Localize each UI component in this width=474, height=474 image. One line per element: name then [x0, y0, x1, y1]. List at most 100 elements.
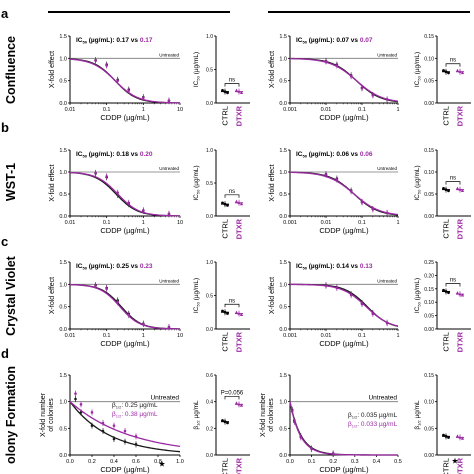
text-part: (µg/mL) [193, 52, 200, 76]
y-tick-label: 1.5 [279, 34, 287, 40]
x-tick-label: 0.01 [65, 107, 76, 113]
x-tick-label: 0.0 [66, 459, 74, 465]
chart-b-right-ic: 0.00 0.05 0.10 0.15 IC50 (µg/mL) CTRL DTXR ns [414, 148, 471, 239]
data-point-dtxr [127, 89, 131, 92]
data-point-dtxr [360, 302, 364, 306]
category-label-dtxr: DTXR [456, 331, 465, 352]
data-point-dtxr [335, 64, 339, 67]
y-tick-label: 0.15 [424, 148, 434, 154]
chart-b-left-ic: 0.0 0.5 1.0 IC50 (µg/mL) CTRL DTXR ns [193, 148, 250, 239]
text-part: IC [193, 306, 200, 313]
y-axis-title: IC50 (µg/mL) [414, 165, 422, 200]
significance-label: P=0.056 [221, 390, 244, 396]
y-tick-label: 1.5 [59, 34, 67, 40]
text-part: (µg/mL): 0.18 vs [87, 151, 140, 158]
y-axis-title: of colonies [48, 398, 55, 432]
text-part: 0.06 [360, 151, 373, 158]
text-part: IC [76, 37, 83, 44]
data-point-dtxr [105, 175, 108, 178]
y-tick-label: 1.0 [206, 34, 213, 40]
text-part: β [414, 426, 421, 430]
replicate-triangle [460, 71, 465, 75]
text-part: (µg/mL): 0.07 vs [307, 37, 360, 44]
replicate-triangle [458, 435, 462, 439]
text-part: 50 [196, 189, 201, 194]
y-tick-label: 0.0 [279, 327, 287, 333]
x-tick-label: 0.0 [286, 459, 294, 465]
y-tick-label: 0.2 [206, 426, 213, 432]
text-part: (µg/mL): 0.17 vs [87, 37, 140, 44]
text-part: µg/mL [193, 400, 200, 420]
text-part: IC [414, 80, 421, 87]
text-part: (µg/mL) [414, 278, 421, 302]
category-label-ctrl: CTRL [442, 219, 451, 239]
y-axis-title: IC50 (µg/mL) [193, 52, 201, 87]
chart-c-left: 0.0 0.5 1.0 1.5 0.01 0.1 1 10 CDDP (µg/mL) X-fold… [49, 260, 183, 348]
category-label-ctrl: CTRL [221, 219, 230, 239]
text-part: 50 [417, 301, 422, 306]
text-part: 0.07 [360, 37, 373, 44]
replicate-triangle [237, 402, 241, 406]
text-part: IC [414, 194, 421, 201]
text-part: IC [414, 306, 421, 313]
panel-letter-a: a [1, 6, 9, 21]
text-part: 1/2 [352, 415, 358, 420]
text-part: 1/2 [116, 405, 122, 410]
replicate-dot [442, 433, 445, 437]
fit-curve-dtxr [69, 171, 181, 217]
data-point-ctrl [101, 429, 105, 433]
data-point-dtxr [349, 190, 353, 193]
replicate-dot [226, 421, 229, 425]
y-axis-title: X-fold number [260, 392, 267, 437]
x-tick-label: 0.01 [65, 333, 76, 339]
text-part: 50 [417, 75, 422, 80]
replicate-triangle [234, 310, 239, 314]
y-tick-label: 1.5 [279, 260, 287, 266]
replicate-triangle [455, 186, 460, 190]
replicate-triangle [239, 202, 244, 206]
text-part: IC [296, 37, 303, 44]
x-axis-title: CDDP (µg/mL) [100, 339, 150, 348]
chart-a-right: 0.0 0.5 1.0 1.5 0.001 0.01 0.1 1 CDDP (µg/mL) X-f… [269, 34, 400, 122]
data-point-dtxr [116, 300, 120, 304]
data-point-dtxr [112, 424, 116, 427]
text-part: 0.20 [140, 151, 153, 158]
replicate-dot [444, 188, 448, 192]
significance-bracket [224, 303, 240, 308]
y-axis-title: β1/2 µg/mL [414, 400, 422, 430]
y-tick-label: 0.10 [424, 170, 434, 176]
row-label-crystal-violet: Crystal Violet [4, 255, 18, 336]
replicate-triangle [458, 69, 462, 73]
fit-curve-dtxr [69, 58, 181, 104]
data-point-dtxr [335, 286, 339, 290]
x-tick-label: 1 [142, 220, 145, 226]
text-part: IC [193, 194, 200, 201]
replicate-dot [221, 309, 224, 313]
text-part: (µg/mL) [414, 52, 421, 76]
x-tick-label: 0.01 [321, 333, 332, 339]
data-point-ctrl [90, 424, 94, 427]
chart-a-left-ic: 0.0 0.5 1.0 IC50 (µg/mL) CTRL DTXR ns [193, 34, 250, 126]
replicate-dot [226, 91, 229, 95]
y-tick-label: 0.5 [279, 192, 287, 198]
replicate-dot [447, 71, 450, 75]
text-part: 1/2 [417, 420, 422, 426]
x-axis-title: CDDP (µg/mL) [319, 339, 369, 348]
text-part: : 0.035 µg/mL [357, 412, 397, 419]
y-tick-label: 0.0 [206, 214, 213, 220]
chart-a-right-ic: 0.00 0.05 0.10 0.15 IC50 (µg/mL) CTRL DTXR ns [414, 34, 471, 126]
fit-curve-dtxr [69, 283, 181, 330]
text-part: (µg/mL): 0.06 vs [307, 151, 360, 158]
ic50-annotation: IC50 (µg/mL): 0.06 vs 0.06 [296, 151, 373, 159]
row-label-confluence: Confluence [4, 36, 18, 104]
replicate-dot [442, 288, 445, 292]
text-part: µg/mL [414, 400, 421, 420]
x-tick-label: 0.001 [283, 220, 297, 226]
data-point-dtxr [101, 421, 105, 425]
y-tick-label: 0.15 [424, 34, 434, 40]
replicate-dot [442, 69, 445, 72]
x-tick-label: 0.2 [329, 459, 337, 465]
y-tick-label: 0.5 [279, 305, 287, 311]
text-part: : 0.38 µg/mL [121, 411, 158, 418]
y-tick-label: 1.5 [279, 148, 287, 154]
